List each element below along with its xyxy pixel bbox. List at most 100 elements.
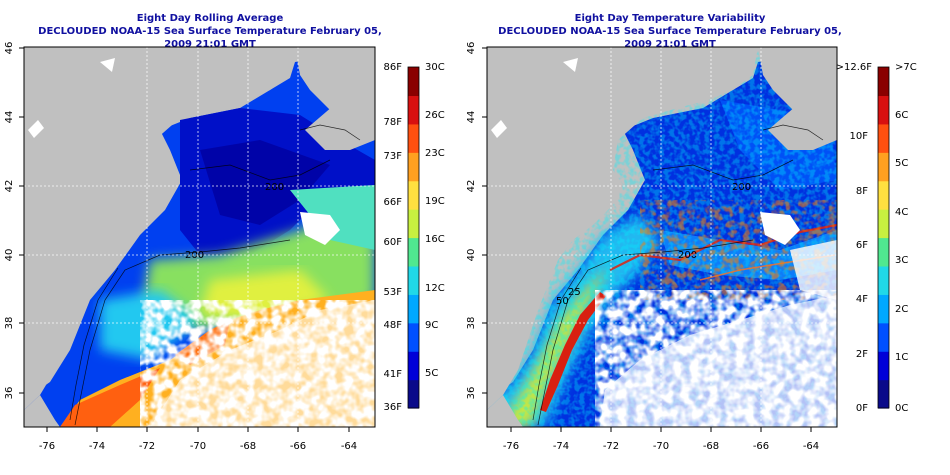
y-tick-label: 38 [4, 317, 15, 330]
panel1-contours [69, 124, 361, 426]
colorbar-label-c: 5C [895, 158, 908, 169]
panel1-frame [23, 46, 376, 428]
colorbar-label-f: 10F [850, 131, 869, 142]
colorbar-segment [408, 180, 419, 210]
x-tick-label: -72 [139, 441, 155, 452]
colorbar-label-f: 73F [384, 151, 403, 162]
colorbar-segment [408, 95, 419, 125]
colorbar-label-c: 4C [895, 207, 908, 218]
colorbar-label-c: 30C [425, 62, 445, 73]
y-tick-label: 44 [466, 111, 477, 124]
y-tick-label: 38 [466, 317, 477, 330]
colorbar-label-c: >7C [895, 62, 917, 73]
panel1-land [24, 47, 375, 427]
colorbar-segment [878, 152, 889, 182]
colorbar-segment [408, 322, 419, 352]
panel1-grid [24, 47, 375, 427]
panel2-contour-label: 25 [568, 287, 581, 298]
colorbar-label-f: 2F [856, 349, 868, 360]
colorbar-label-c: 1C [895, 352, 908, 363]
y-tick-label: 42 [4, 180, 15, 193]
y-tick-label: 40 [4, 249, 15, 262]
colorbar-label-c: 2C [895, 304, 908, 315]
y-tick-label: 42 [466, 180, 477, 193]
colorbar-segment [878, 209, 889, 239]
panel1-colorbar: 86F 78F 73F 66F 60F 53F 48F 41F 36F 30C … [384, 62, 445, 413]
panel2-title: Eight Day Temperature Variability [574, 13, 766, 24]
colorbar-label-f: 8F [856, 186, 868, 197]
colorbar-label-f: 53F [384, 287, 403, 298]
colorbar-label-f: 6F [856, 240, 868, 251]
panel1-title: Eight Day Rolling Average [136, 13, 284, 24]
colorbar-label-c: 16C [425, 234, 445, 245]
colorbar-gradient [408, 67, 419, 409]
x-tick-label: -74 [553, 441, 569, 452]
x-tick-label: -70 [653, 441, 669, 452]
panel2-clouds [491, 58, 837, 427]
colorbar-label-c: 9C [425, 320, 438, 331]
y-tick-label: 36 [4, 387, 15, 400]
colorbar-segment [408, 67, 419, 97]
colorbar-label-f: 60F [384, 237, 403, 248]
colorbar-segment [408, 209, 419, 239]
colorbar-segment [878, 351, 889, 381]
colorbar-segment [408, 379, 419, 409]
panel2-y-axis: 46 44 42 40 38 36 [466, 42, 487, 400]
colorbar-segment [878, 123, 889, 153]
colorbar-segment [878, 67, 889, 97]
x-tick-label: -64 [803, 441, 819, 452]
panel1-contour-label: 200 [185, 250, 204, 261]
colorbar-label-f: 4F [856, 294, 868, 305]
colorbar-label-f: 48F [384, 320, 403, 331]
colorbar-segment [878, 265, 889, 295]
y-tick-label: 36 [466, 387, 477, 400]
colorbar-label-c: 3C [895, 255, 908, 266]
panel2-grid [487, 47, 837, 427]
panel2-map: 200 200 50 25 [487, 47, 837, 427]
colorbar-label-c: 0C [895, 403, 908, 414]
panel1-clouds [28, 58, 375, 427]
colorbar-segment [878, 237, 889, 267]
panel2-colorbar: >12.6F 10F 8F 6F 4F 2F 0F >7C 6C 5C 4C 3… [836, 62, 917, 414]
panel2-frame [486, 46, 838, 428]
colorbar-gradient [878, 67, 889, 409]
colorbar-label-c: 5C [425, 368, 438, 379]
panel1-contour-label: 200 [265, 182, 284, 193]
y-tick-label: 44 [4, 111, 15, 124]
colorbar-segment [878, 180, 889, 210]
colorbar-label-f: 78F [384, 117, 403, 128]
y-tick-label: 46 [466, 42, 477, 55]
colorbar-segment [408, 351, 419, 381]
x-tick-label: -74 [89, 441, 105, 452]
panel2-contour-label: 200 [678, 250, 697, 261]
panel2-subtitle: DECLOUDED NOAA-15 Sea Surface Temperatur… [498, 26, 842, 50]
colorbar-segment [408, 265, 419, 295]
y-tick-label: 40 [466, 249, 477, 262]
colorbar-label-f: 0F [856, 403, 868, 414]
colorbar-segment [408, 123, 419, 153]
panel2-contours [532, 124, 824, 426]
panel2-x-axis: -76 -74 -72 -70 -68 -66 -64 [503, 427, 819, 452]
colorbar-segment [878, 379, 889, 409]
x-tick-label: -66 [753, 441, 769, 452]
colorbar-label-c: 6C [895, 110, 908, 121]
colorbar-label-c: 23C [425, 148, 445, 159]
colorbar-label-c: 12C [425, 283, 445, 294]
x-tick-label: -64 [341, 441, 357, 452]
x-tick-label: -68 [703, 441, 719, 452]
x-tick-label: -72 [603, 441, 619, 452]
x-tick-label: -70 [190, 441, 206, 452]
panel1-x-axis: -76 -74 -72 -70 -68 -66 -64 [39, 427, 357, 452]
x-tick-label: -76 [503, 441, 519, 452]
panel1-subtitle: DECLOUDED NOAA-15 Sea Surface Temperatur… [38, 26, 382, 50]
colorbar-label-f: >12.6F [836, 62, 873, 73]
colorbar-label-f: 41F [384, 369, 403, 380]
y-tick-label: 46 [4, 42, 15, 55]
panel2-land [487, 47, 837, 427]
x-tick-label: -66 [290, 441, 306, 452]
panel2-contour-label: 200 [732, 182, 751, 193]
colorbar-segment [408, 237, 419, 267]
colorbar-segment [878, 322, 889, 352]
colorbar-segment [408, 152, 419, 182]
